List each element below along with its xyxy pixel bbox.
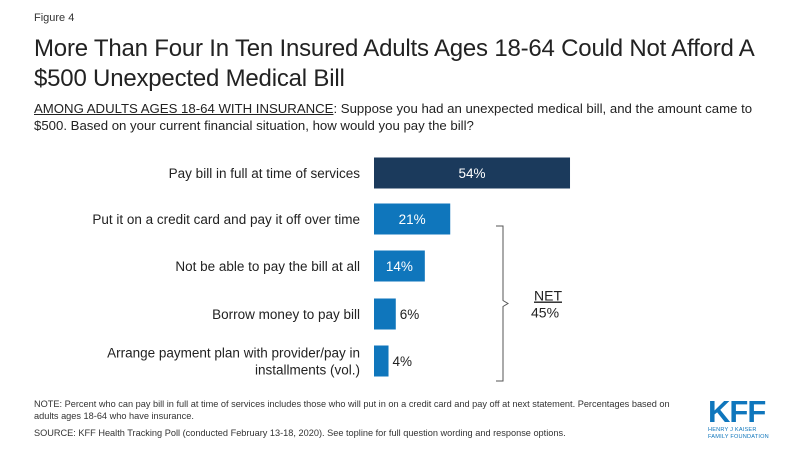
bar-1 (374, 203, 451, 235)
logo-mark: KFF (708, 394, 766, 429)
category-label-0: Pay bill in full at time of services (169, 166, 361, 181)
logo-line-1: HENRY J KAISER (708, 427, 757, 433)
category-label-1: Put it on a credit card and pay it off o… (92, 212, 360, 227)
subtitle-text: : Suppose you had an unexpected medical … (34, 101, 753, 133)
value-label-3: 6% (400, 307, 420, 322)
value-label-4: 4% (393, 354, 413, 369)
logo-line-2: FAMILY FOUNDATION (708, 433, 769, 440)
subtitle-lead: AMONG ADULTS AGES 18-64 WITH INSURANCE (34, 101, 334, 116)
chart-subtitle: AMONG ADULTS AGES 18-64 WITH INSURANCE: … (34, 100, 774, 134)
bar-0 (374, 157, 571, 189)
chart-source: SOURCE: KFF Health Tracking Poll (conduc… (34, 428, 566, 438)
value-label-0: 54% (458, 166, 485, 181)
net-label: NET (534, 288, 562, 304)
net-value: 45% (531, 305, 559, 321)
value-label-2: 14% (386, 259, 413, 274)
bar-4 (374, 345, 389, 377)
net-bracket (496, 225, 509, 382)
category-label-3: Borrow money to pay bill (212, 307, 360, 322)
kff-logo: KFF HENRY J KAISER FAMILY FOUNDATION (708, 394, 788, 440)
chart-title: More Than Four In Ten Insured Adults Age… (34, 35, 754, 92)
bar-3 (374, 298, 396, 330)
value-label-1: 21% (399, 212, 426, 227)
chart-note: NOTE: Percent who can pay bill in full a… (34, 399, 670, 421)
bar-chart: Pay bill in full at time of services 54% P… (92, 157, 571, 382)
figure-label: Figure 4 (34, 12, 75, 24)
category-label-2: Not be able to pay the bill at all (175, 259, 360, 274)
category-label-4: Arrange payment plan with provider/pay i… (107, 346, 360, 378)
bar-2 (374, 250, 425, 282)
